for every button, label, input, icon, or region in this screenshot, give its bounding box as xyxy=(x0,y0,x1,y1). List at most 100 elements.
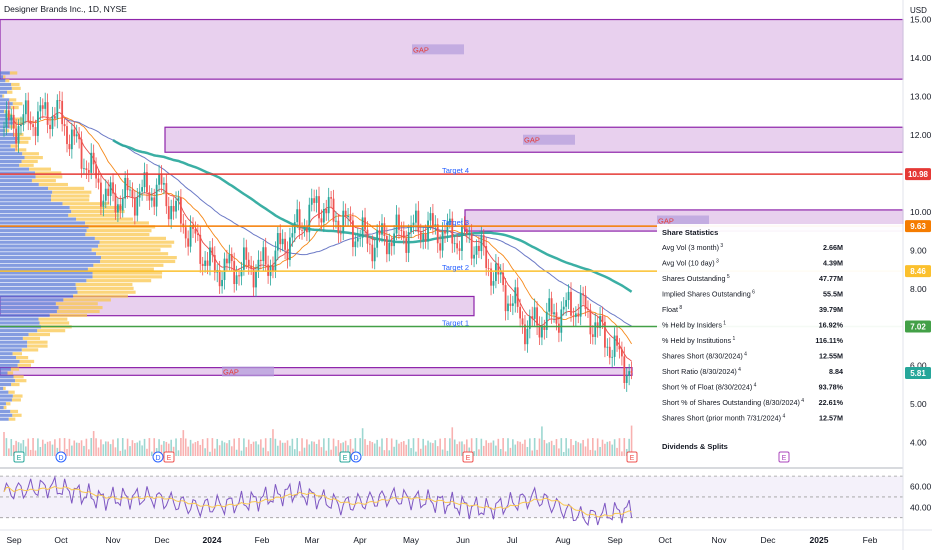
volume-bar xyxy=(296,438,298,456)
volume-bar xyxy=(75,442,78,456)
vp-bar-yellow xyxy=(35,171,62,175)
candle-body xyxy=(95,164,97,179)
vp-bar-blue xyxy=(0,329,38,333)
volume-bar xyxy=(29,449,32,456)
vp-bar-blue xyxy=(0,148,16,152)
price-tick-label: 4.00 xyxy=(910,438,927,448)
candle-body xyxy=(245,247,248,260)
vp-bar-blue xyxy=(0,113,8,117)
vp-bar-blue xyxy=(0,159,22,164)
volume-bar xyxy=(180,438,182,456)
vp-bar-yellow xyxy=(12,352,23,356)
volume-bar xyxy=(197,440,199,456)
vp-bar-blue xyxy=(0,229,87,233)
vp-bar-yellow xyxy=(16,356,29,360)
event-badge-letter: D xyxy=(353,455,358,462)
time-axis[interactable]: Sep Oct Nov Dec 2024 Feb Mar Apr May Jun Jul Aug Sep… xyxy=(0,529,932,545)
volume-bar xyxy=(260,439,262,456)
candle-body xyxy=(233,261,236,285)
vp-bar-yellow xyxy=(19,163,34,167)
candle-body xyxy=(196,233,199,235)
candle-body xyxy=(252,268,255,288)
candle-body xyxy=(543,325,546,330)
volume-bar xyxy=(478,449,480,456)
volume-bar xyxy=(124,449,126,456)
vp-bar-yellow xyxy=(58,306,103,310)
volume-bar xyxy=(592,438,594,456)
vp-bar-yellow xyxy=(35,175,63,179)
price-tag-label: 5.81 xyxy=(910,369,926,378)
volume-bar xyxy=(482,445,485,456)
volume-bar xyxy=(277,445,279,456)
vp-bar-yellow xyxy=(51,194,90,198)
candle-body xyxy=(279,233,282,245)
candle-body xyxy=(381,223,383,235)
time-tick-label: May xyxy=(403,535,420,545)
candle-body xyxy=(383,223,386,237)
candle-body xyxy=(66,126,68,145)
moving-average-line xyxy=(13,112,632,362)
volume-bar xyxy=(390,438,393,456)
volume-bar xyxy=(565,438,567,456)
volume-bar xyxy=(526,446,529,456)
volume-bar xyxy=(555,439,558,456)
candle-body xyxy=(579,293,582,317)
stat-label: % Held by Institutions 1 xyxy=(662,336,736,345)
candle-body xyxy=(291,233,294,238)
share-statistics-panel: Share Statistics Avg Vol (3 month) 3 2.66M… xyxy=(657,224,905,451)
volume-bar xyxy=(25,446,27,456)
candle-body xyxy=(555,312,558,324)
candle-body xyxy=(625,375,628,383)
vp-bar-yellow xyxy=(3,386,6,390)
candle-body xyxy=(596,322,599,329)
candle-body xyxy=(376,230,379,248)
candle-body xyxy=(487,267,490,269)
price-axis[interactable]: 15.0014.0013.0012.0011.0010.009.008.007.… xyxy=(902,0,932,550)
volume-bar xyxy=(419,448,422,456)
candle-body xyxy=(570,291,572,316)
vp-bar-blue xyxy=(0,156,25,160)
event-badge-letter: E xyxy=(167,455,172,462)
volume-bar xyxy=(66,448,68,456)
target-label: Target 3 xyxy=(442,218,469,227)
candle-body xyxy=(415,210,417,223)
candle-body xyxy=(5,110,8,128)
candle-body xyxy=(502,272,505,286)
vp-bar-yellow xyxy=(8,390,15,394)
candle-body xyxy=(354,241,357,248)
candle-body xyxy=(281,238,284,245)
event-badge xyxy=(778,451,790,463)
candle-body xyxy=(417,210,420,233)
candle-body xyxy=(7,110,10,121)
vp-bar-yellow xyxy=(55,302,98,306)
vp-bar-blue xyxy=(0,317,39,321)
candle-body xyxy=(148,192,151,201)
candle-body xyxy=(356,237,359,242)
volume-bar xyxy=(267,451,269,456)
time-tick-label: Apr xyxy=(353,535,366,545)
volume-bar xyxy=(301,438,303,456)
vp-bar-blue xyxy=(0,221,86,225)
candle-body xyxy=(206,260,209,266)
candle-body xyxy=(104,188,107,201)
volume-bar xyxy=(630,425,633,456)
stat-value: 22.61% xyxy=(819,398,844,407)
vp-bar-yellow xyxy=(11,86,21,90)
vp-bar-blue xyxy=(0,129,6,133)
vp-bar-blue xyxy=(0,109,5,114)
candle-body xyxy=(73,129,76,137)
event-badge xyxy=(339,451,351,463)
vp-bar-yellow xyxy=(11,82,20,87)
volume-bar xyxy=(134,443,136,456)
volume-bar xyxy=(601,439,604,456)
target-label: Target 1 xyxy=(442,318,469,327)
vp-bar-blue xyxy=(0,86,12,90)
volume-bar xyxy=(606,441,609,456)
volume-bar xyxy=(621,451,623,456)
candle-body xyxy=(34,127,37,136)
vp-bar-yellow xyxy=(10,106,19,110)
candle-body xyxy=(337,220,340,234)
time-tick-label: Aug xyxy=(555,535,570,545)
candle-body xyxy=(482,235,485,247)
